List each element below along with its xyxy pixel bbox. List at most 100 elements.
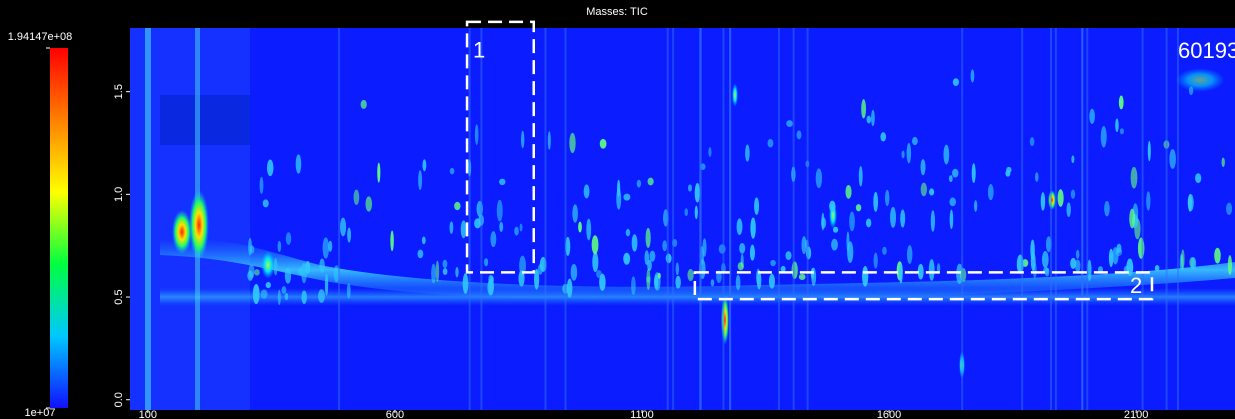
y-tick-label: 0.0 [113, 392, 125, 407]
streak [338, 28, 341, 410]
streak [564, 28, 567, 410]
streak [1054, 28, 1057, 410]
streak [1081, 28, 1084, 410]
peak [646, 268, 651, 291]
peak [490, 231, 497, 248]
peak [911, 136, 918, 146]
peak [533, 268, 540, 290]
peak [821, 217, 827, 229]
colorbar-label: 1.94147e+08 [8, 31, 73, 43]
peak [454, 201, 461, 211]
streak [1141, 28, 1144, 410]
peak [1154, 265, 1160, 272]
peak [636, 179, 642, 188]
peak [537, 264, 543, 275]
peak [417, 249, 424, 259]
peak [449, 167, 455, 175]
peak [831, 238, 838, 251]
streak [468, 28, 471, 410]
peak [1115, 118, 1119, 133]
peak [488, 274, 495, 295]
y-tick-label: 0.5 [113, 289, 125, 304]
peak [570, 263, 578, 281]
streak [1086, 28, 1089, 410]
peak [353, 189, 360, 205]
peak [899, 264, 903, 284]
y-tick-label: 1.0 [113, 187, 125, 202]
plot-background [130, 28, 1235, 410]
peak [750, 217, 756, 239]
peak [1227, 255, 1233, 275]
peak [1225, 202, 1233, 215]
peak [484, 258, 489, 267]
peak [890, 206, 897, 228]
peak [578, 221, 582, 233]
peak [832, 226, 839, 233]
peak [592, 252, 599, 273]
peak [718, 244, 726, 254]
streak [792, 28, 795, 410]
peak [520, 130, 525, 149]
peak [662, 240, 668, 252]
peak [749, 244, 755, 261]
peak [1190, 257, 1197, 270]
peak [970, 69, 975, 83]
peak [324, 273, 329, 296]
peak [745, 144, 750, 162]
y-tick-label: 1.5 [113, 84, 125, 99]
peak [599, 138, 607, 149]
peak [569, 132, 576, 154]
peak [647, 177, 654, 186]
peak [435, 260, 440, 282]
peak [347, 227, 352, 243]
peak [1221, 157, 1225, 168]
peak [460, 220, 467, 239]
peak [862, 266, 869, 287]
peak [514, 226, 519, 236]
peak [1029, 136, 1035, 147]
peak [566, 278, 573, 298]
peak [462, 273, 469, 294]
peak [815, 168, 823, 189]
peak [846, 231, 850, 252]
peak [247, 270, 254, 281]
peak [565, 236, 571, 256]
peak [694, 183, 701, 203]
peak [1030, 251, 1036, 271]
peak [1040, 192, 1046, 211]
peak [1147, 140, 1151, 162]
peak [917, 263, 924, 280]
peak [499, 178, 506, 186]
peak-speckle [247, 28, 1233, 410]
peak [811, 267, 817, 286]
peak [297, 267, 304, 276]
streak [666, 28, 669, 410]
peak [449, 221, 454, 234]
peak [702, 238, 707, 257]
peak [499, 221, 504, 232]
peak [285, 232, 292, 245]
peak [455, 267, 459, 278]
peak [930, 210, 936, 232]
colorbar [50, 48, 68, 408]
peak [1075, 249, 1080, 260]
peak [1070, 189, 1076, 199]
streak [1176, 28, 1179, 410]
peak [829, 200, 836, 212]
peak [929, 188, 935, 196]
peak [960, 268, 967, 282]
peak [596, 269, 602, 278]
peak [295, 154, 302, 174]
peak [791, 261, 798, 279]
peak [708, 147, 712, 157]
peak [365, 196, 373, 212]
peak [849, 211, 855, 232]
peak [431, 263, 437, 284]
region-box [693, 271, 1154, 301]
peak [422, 159, 427, 172]
peak [845, 184, 852, 199]
peak [880, 132, 887, 142]
peak [901, 150, 905, 159]
peak [625, 228, 631, 237]
